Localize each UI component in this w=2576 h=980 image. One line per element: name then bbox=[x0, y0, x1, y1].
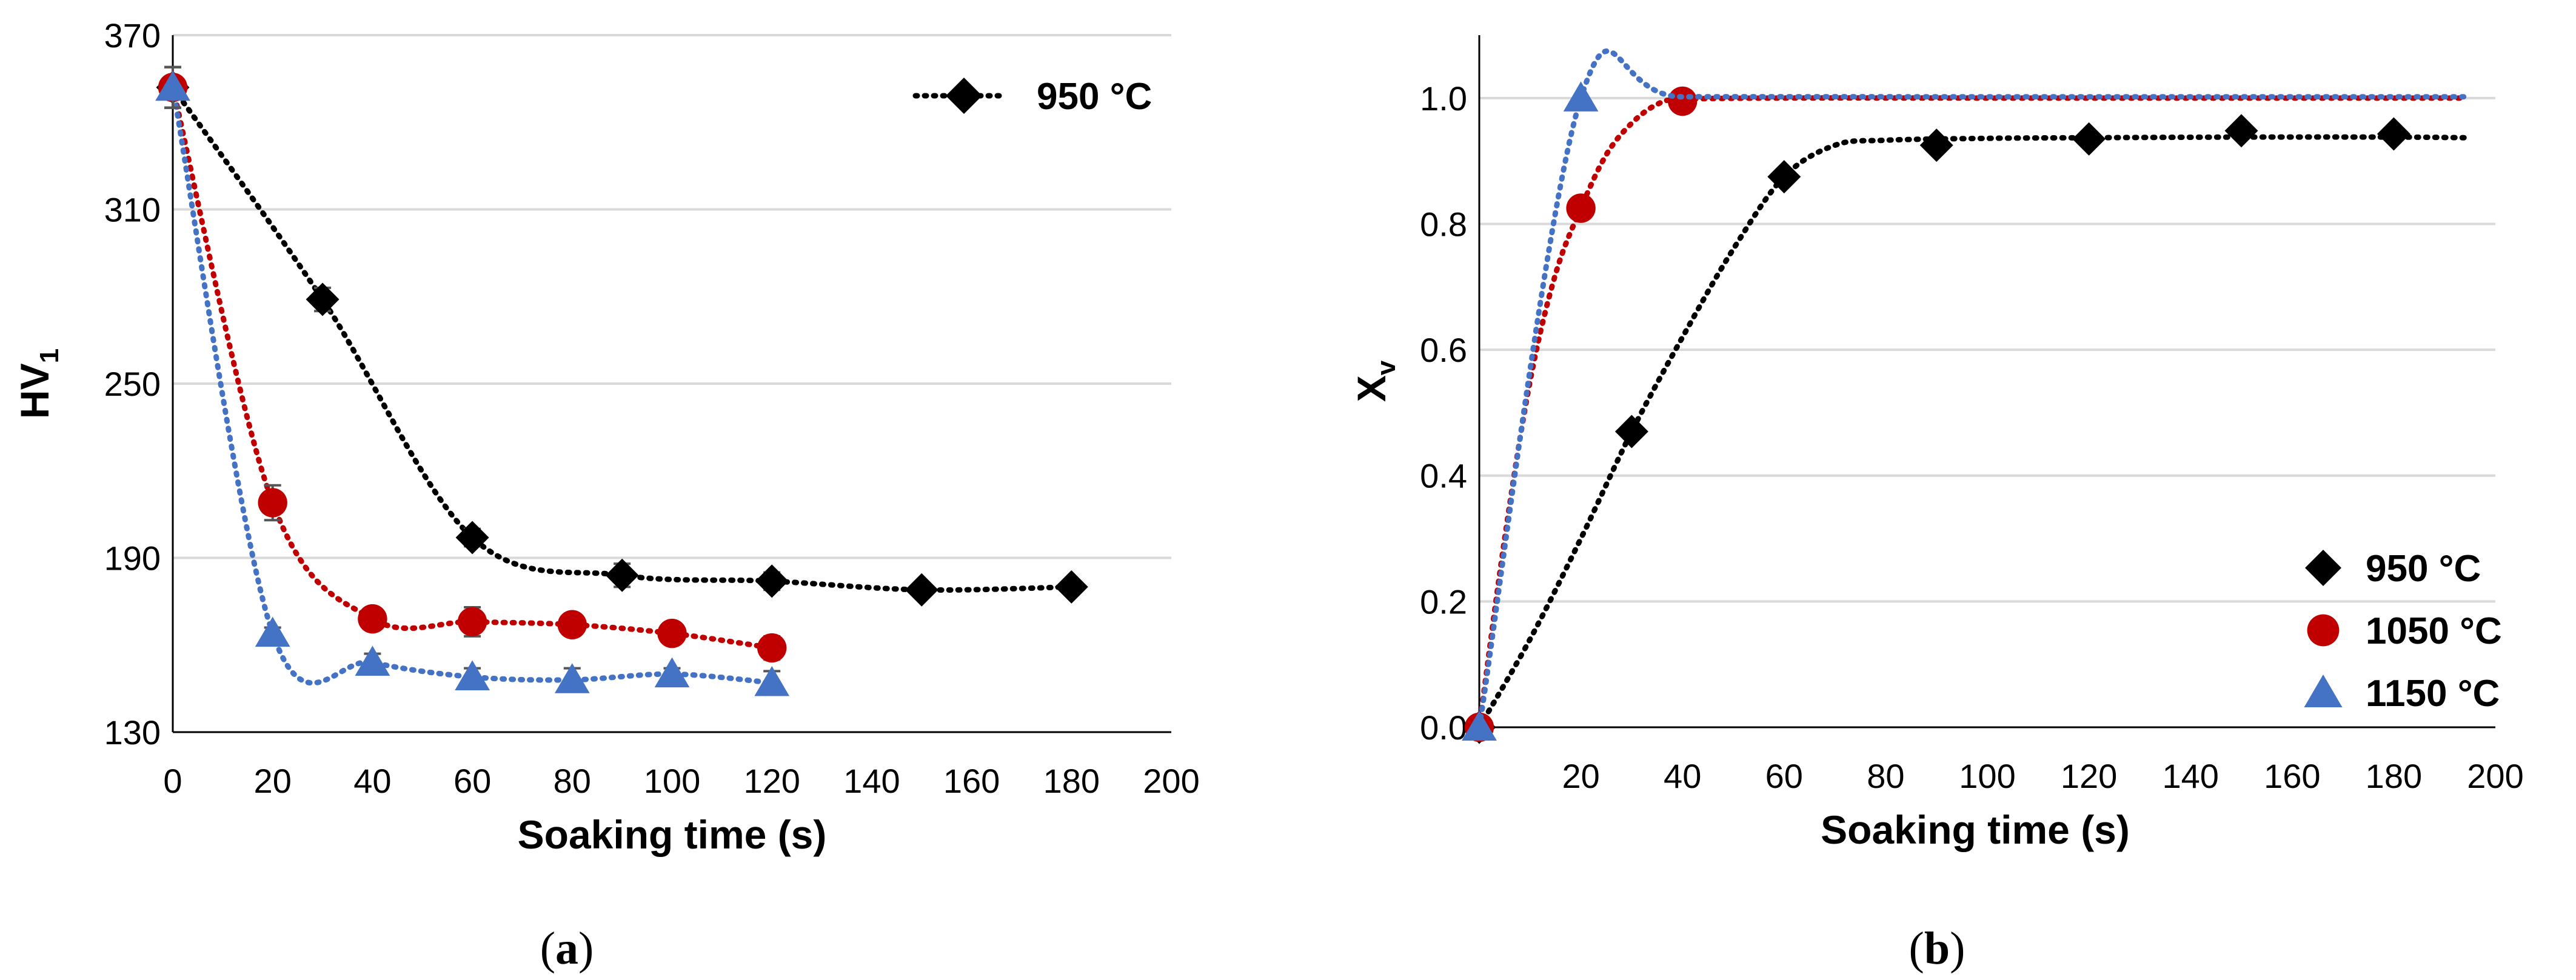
legend-marker bbox=[2304, 675, 2343, 707]
legend-label: 1150 °C bbox=[2366, 673, 2500, 715]
legend-marker bbox=[2307, 614, 2340, 647]
panel-a-chart: 130 190 250 310 370 0 20 40 60 80 100 120 140 160 180 2… bbox=[12, 16, 1200, 857]
y-tick-label: 370 bbox=[104, 16, 161, 55]
x-tick-label: 80 bbox=[554, 762, 591, 800]
legend-marker bbox=[946, 78, 982, 114]
series-line-s950 bbox=[170, 84, 1074, 593]
legend-label: 950 °C bbox=[2366, 548, 2481, 590]
data-point-s1050 bbox=[1566, 193, 1596, 223]
data-point-s950 bbox=[1767, 160, 1801, 194]
data-point-s1050 bbox=[557, 610, 587, 639]
y-tick-label: 0.0 bbox=[1420, 708, 1467, 747]
legend-label: 1050 °C bbox=[2366, 610, 2502, 652]
y-tick-label: 0.2 bbox=[1420, 582, 1467, 621]
data-point-s950 bbox=[905, 573, 938, 607]
x-tick-label: 100 bbox=[644, 762, 700, 800]
y-tick-label: 0.8 bbox=[1420, 205, 1467, 243]
x-tick-label: 180 bbox=[2366, 757, 2422, 795]
x-tick-label: 20 bbox=[254, 762, 292, 800]
x-tick-label: 100 bbox=[1959, 757, 2015, 795]
data-point-s1150 bbox=[255, 616, 290, 647]
x-tick-label: 80 bbox=[1867, 757, 1904, 795]
series-line-s1050 bbox=[170, 84, 775, 651]
panel-a-caption: (a) bbox=[540, 923, 594, 974]
data-point-s950 bbox=[1054, 570, 1088, 604]
x-tick-label: 160 bbox=[943, 762, 1000, 800]
y-tick-label: 130 bbox=[104, 713, 161, 752]
y-tick-label: 250 bbox=[104, 365, 161, 403]
data-point-s950 bbox=[605, 558, 639, 592]
y-axis-title: Xv bbox=[1349, 360, 1401, 402]
y-tick-label: 190 bbox=[104, 539, 161, 578]
data-point-s1050 bbox=[757, 633, 787, 663]
panel-b-caption: (b) bbox=[1909, 923, 1965, 974]
data-point-s950 bbox=[755, 564, 789, 598]
y-tick-label: 0.6 bbox=[1420, 331, 1467, 369]
legend-marker bbox=[2305, 550, 2341, 586]
y-axis-title-sub: 1 bbox=[35, 348, 64, 363]
y-tick-label: 0.4 bbox=[1420, 457, 1467, 495]
data-point-s1150 bbox=[155, 70, 190, 101]
x-tick-label: 200 bbox=[1143, 762, 1199, 800]
data-point-s1150 bbox=[355, 645, 390, 676]
x-tick-label: 140 bbox=[2162, 757, 2218, 795]
x-tick-label: 0 bbox=[163, 762, 182, 800]
x-axis-title: Soaking time (s) bbox=[518, 812, 827, 857]
data-point-s1050 bbox=[258, 488, 287, 518]
x-tick-label: 60 bbox=[453, 762, 491, 800]
x-tick-label: 40 bbox=[1664, 757, 1701, 795]
x-tick-label: 160 bbox=[2264, 757, 2320, 795]
x-tick-label: 20 bbox=[1562, 757, 1599, 795]
data-point-s1150 bbox=[1563, 81, 1599, 112]
data-point-s1150 bbox=[754, 666, 790, 696]
data-point-s1050 bbox=[457, 607, 487, 637]
x-tick-label: 120 bbox=[2061, 757, 2117, 795]
series-line-s1150 bbox=[170, 84, 775, 686]
x-tick-label: 200 bbox=[2467, 757, 2523, 795]
data-point-s1150 bbox=[1462, 710, 1497, 741]
series-line-s1150 bbox=[1476, 48, 2468, 730]
y-tick-label: 1.0 bbox=[1420, 79, 1467, 118]
x-axis-title: Soaking time (s) bbox=[1821, 807, 2130, 852]
x-tick-label: 40 bbox=[353, 762, 391, 800]
x-tick-label: 120 bbox=[743, 762, 800, 800]
data-point-s1050 bbox=[358, 604, 387, 634]
data-point-s950 bbox=[1614, 415, 1648, 448]
data-point-s950 bbox=[306, 282, 340, 316]
x-tick-label: 180 bbox=[1043, 762, 1100, 800]
y-axis-title-main: X bbox=[1349, 375, 1394, 402]
panel-b-chart: 0.0 0.2 0.4 0.6 0.8 1.0 20 40 60 80 100 120 140 160 18… bbox=[1349, 35, 2524, 852]
legend-label: 950 °C bbox=[1037, 76, 1152, 118]
y-axis-title: HV1 bbox=[12, 348, 64, 419]
y-axis-title-main: HV bbox=[12, 363, 57, 419]
x-tick-label: 60 bbox=[1765, 757, 1803, 795]
data-point-s1150 bbox=[654, 657, 690, 688]
x-tick-label: 140 bbox=[843, 762, 900, 800]
data-point-s950 bbox=[2377, 117, 2410, 151]
data-point-s1150 bbox=[455, 660, 490, 690]
data-point-s950 bbox=[2224, 114, 2258, 148]
y-tick-label: 310 bbox=[104, 191, 161, 229]
data-point-s950 bbox=[1919, 128, 1953, 162]
y-axis-title-sub: v bbox=[1371, 360, 1401, 375]
data-point-s1050 bbox=[1668, 86, 1698, 116]
data-point-s950 bbox=[2072, 122, 2106, 156]
data-point-s1050 bbox=[657, 618, 687, 648]
data-point-s1150 bbox=[554, 663, 590, 693]
data-point-s950 bbox=[455, 521, 489, 555]
